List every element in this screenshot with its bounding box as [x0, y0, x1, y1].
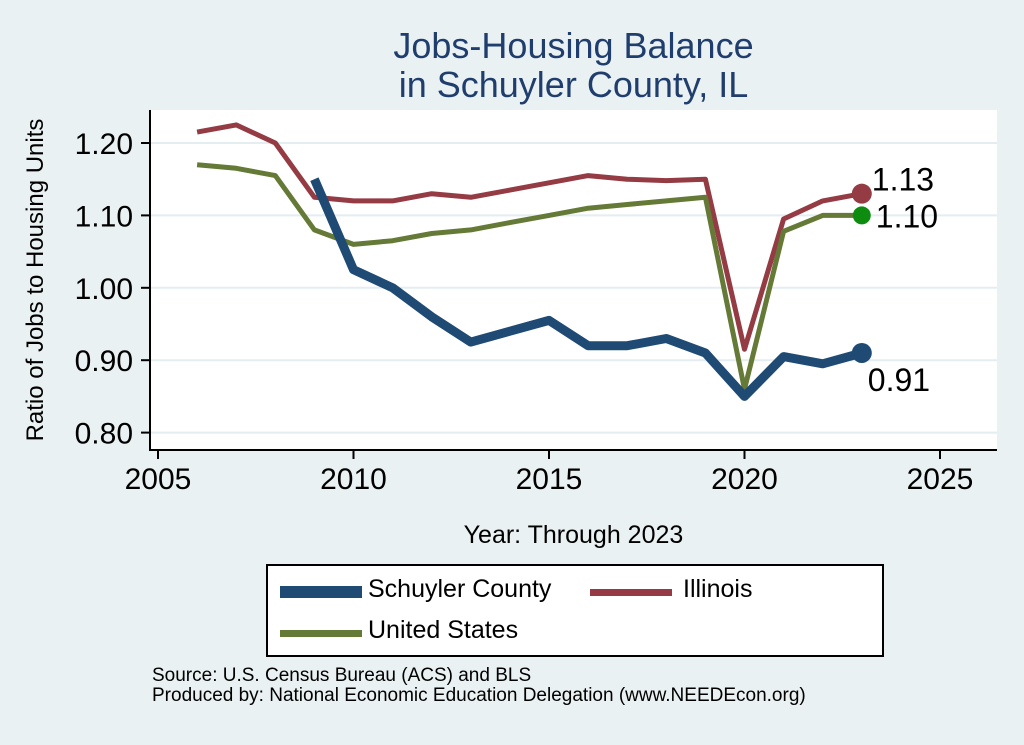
x-tick-label: 2005 — [125, 463, 192, 496]
x-axis-title: Year: Through 2023 — [463, 521, 684, 549]
end-label-illinois: 1.13 — [872, 162, 934, 198]
series-line-united-states — [196, 162, 862, 392]
end-marker-schuyler-county — [851, 342, 872, 363]
legend-label-united-states: United States — [368, 616, 519, 644]
plot-background — [150, 110, 997, 450]
x-tick-label: 2015 — [516, 463, 583, 496]
legend-swatch-illinois — [590, 589, 672, 596]
x-tick-label: 2010 — [320, 463, 387, 496]
series-line-illinois — [196, 122, 863, 352]
source-note: Source: U.S. Census Bureau (ACS) and BLS — [152, 665, 532, 686]
footer-notes: Source: U.S. Census Bureau (ACS) and BLS… — [152, 666, 1012, 706]
y-tick-label: 0.80 — [75, 418, 133, 451]
legend-swatch-united-states — [280, 630, 362, 637]
legend-label-illinois: Illinois — [683, 575, 753, 603]
plot-area: 1.20 1.10 1.00 0.90 0.80 2005 2010 2015 2020 2025… — [75, 110, 997, 496]
legend: Schuyler County Illinois United States — [266, 564, 884, 657]
series-line-schuyler-county — [310, 177, 863, 401]
chart-title: Jobs-Housing Balance in Schuyler County,… — [150, 26, 997, 104]
legend-label-schuyler-county: Schuyler County — [368, 575, 552, 603]
x-tick-label: 2025 — [907, 463, 974, 496]
legend-swatch-schuyler-county — [280, 586, 362, 598]
x-tick-label: 2020 — [711, 463, 778, 496]
end-marker-united-states — [852, 206, 871, 225]
y-tick-label: 1.10 — [75, 200, 133, 233]
y-tick-label: 1.20 — [75, 128, 133, 161]
end-marker-illinois — [851, 183, 872, 204]
end-label-united-states: 1.10 — [876, 198, 938, 234]
produced-by-note: Produced by: National Economic Education… — [152, 685, 806, 706]
y-tick-label: 1.00 — [75, 273, 133, 306]
end-label-schuyler-county: 0.91 — [868, 362, 930, 398]
chart-title-line2: in Schuyler County, IL — [398, 64, 749, 105]
chart-title-line1: Jobs-Housing Balance — [393, 25, 754, 66]
y-tick-label: 0.90 — [75, 345, 133, 378]
